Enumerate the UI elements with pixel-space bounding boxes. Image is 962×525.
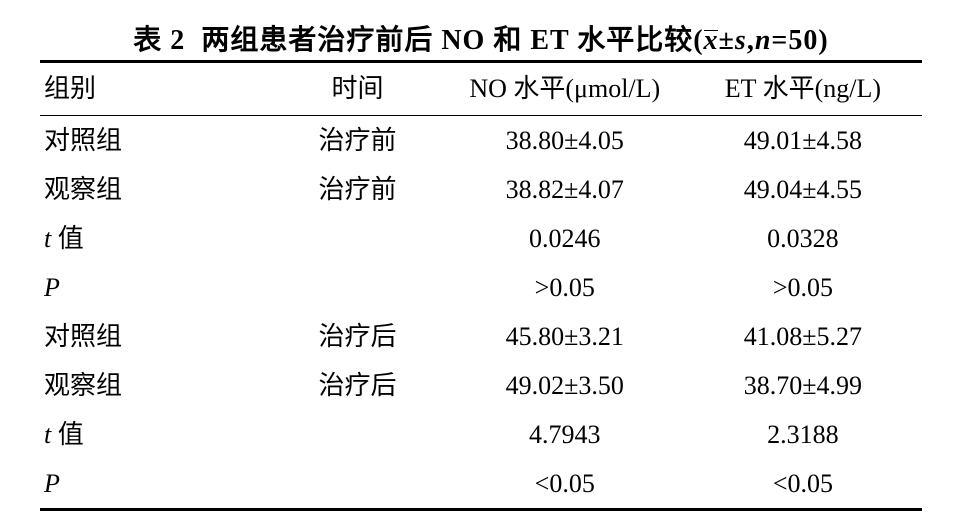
cell-et: 41.08±5.27 [684, 312, 922, 361]
cell-no: <0.05 [446, 459, 684, 510]
col-header-no-cjk: 水平 [513, 74, 565, 103]
group-name: 观察组 [44, 175, 122, 204]
table-body: 对照组治疗前38.80±4.0549.01±4.58观察组治疗前38.82±4.… [40, 116, 922, 510]
cell-no: 0.0246 [446, 214, 684, 263]
no-value: 38.80±4.05 [506, 126, 624, 155]
caption-text-3: 水平比较 [577, 25, 693, 56]
cell-group: 观察组 [40, 165, 269, 214]
col-header-group-label: 组别 [44, 74, 96, 103]
cell-group: t 值 [40, 214, 269, 263]
no-value: >0.05 [535, 273, 595, 302]
col-header-et-unit: (ng/L) [815, 74, 881, 103]
time-value: 治疗前 [319, 175, 397, 204]
table-row: 观察组 治疗后 49.02±3.50 38.70±4.99 [40, 361, 922, 410]
col-header-time-label: 时间 [332, 74, 384, 103]
caption-pm: ± [719, 25, 735, 56]
cell-group: 观察组 [40, 361, 269, 410]
time-value: 治疗后 [319, 371, 397, 400]
cell-time [269, 263, 445, 312]
group-name: 对照组 [44, 322, 122, 351]
cell-group: P [40, 459, 269, 510]
et-value: 2.3188 [767, 420, 839, 449]
table-row: P >0.05 >0.05 [40, 263, 922, 312]
group-stat-suffix: 值 [51, 420, 84, 449]
et-value: >0.05 [773, 273, 833, 302]
no-value: 0.0246 [529, 224, 601, 253]
cell-time: 治疗前 [269, 165, 445, 214]
et-value: 49.04±4.55 [744, 175, 862, 204]
cell-no: 49.02±3.50 [446, 361, 684, 410]
table-row: 观察组 治疗前 38.82±4.07 49.04±4.55 [40, 165, 922, 214]
cell-time: 治疗后 [269, 361, 445, 410]
caption-eq: =50 [771, 25, 818, 56]
cell-et: 49.01±4.58 [684, 116, 922, 166]
caption-stats-close: ) [818, 25, 828, 56]
col-header-no-latin: NO [469, 74, 513, 103]
cell-group: P [40, 263, 269, 312]
cell-time: 治疗前 [269, 116, 445, 166]
table-header-row: 组别 时间 NO 水平(μmol/L) ET 水平(ng/L) [40, 62, 922, 116]
cell-et: 2.3188 [684, 410, 922, 459]
col-header-et: ET 水平(ng/L) [684, 62, 922, 116]
et-value: 38.70±4.99 [744, 371, 862, 400]
no-value: 4.7943 [529, 420, 601, 449]
cell-no: 45.80±3.21 [446, 312, 684, 361]
cell-time [269, 459, 445, 510]
caption-table-label: 表 2 [133, 25, 185, 56]
group-name: 观察组 [44, 371, 122, 400]
group-stat-symbol: P [44, 469, 60, 498]
no-value: 45.80±3.21 [506, 322, 624, 351]
cell-et: <0.05 [684, 459, 922, 510]
col-header-group: 组别 [40, 62, 269, 116]
cell-time: 治疗后 [269, 312, 445, 361]
caption-n: n [755, 25, 772, 56]
cell-time [269, 410, 445, 459]
cell-no: >0.05 [446, 263, 684, 312]
et-value: 0.0328 [767, 224, 839, 253]
caption-text-2: 和 [493, 25, 522, 56]
cell-no: 38.82±4.07 [446, 165, 684, 214]
cell-et: 0.0328 [684, 214, 922, 263]
cell-et: 38.70±4.99 [684, 361, 922, 410]
cell-et: >0.05 [684, 263, 922, 312]
col-header-et-cjk: 水平 [763, 74, 815, 103]
time-value: 治疗前 [319, 126, 397, 155]
et-value: 41.08±5.27 [744, 322, 862, 351]
caption-latin-2: ET [522, 25, 577, 56]
no-value: 49.02±3.50 [506, 371, 624, 400]
caption-latin-1: NO [433, 25, 493, 56]
group-name: 对照组 [44, 126, 122, 155]
no-value: 38.82±4.07 [506, 175, 624, 204]
table-row: P <0.05 <0.05 [40, 459, 922, 510]
group-stat-symbol: P [44, 273, 60, 302]
group-stat-suffix: 值 [51, 224, 84, 253]
table-row: t 值 4.7943 2.3188 [40, 410, 922, 459]
col-header-time: 时间 [269, 62, 445, 116]
et-value: 49.01±4.58 [744, 126, 862, 155]
caption-s: s [735, 25, 747, 56]
time-value: 治疗后 [319, 322, 397, 351]
caption-text-1: 两组患者治疗前后 [201, 25, 433, 56]
comparison-table: 组别 时间 NO 水平(μmol/L) ET 水平(ng/L) 对照组治疗前38… [40, 60, 922, 511]
no-value: <0.05 [535, 469, 595, 498]
table-row: 对照组 治疗前 38.80±4.05 49.01±4.58 [40, 116, 922, 166]
page-root: 表 2 两组患者治疗前后 NO 和 ET 水平比较(x±s,n=50) 组别 时… [0, 0, 962, 525]
col-header-et-latin: ET [725, 74, 763, 103]
cell-group: t 值 [40, 410, 269, 459]
cell-group: 对照组 [40, 116, 269, 166]
col-header-no-unit: (μmol/L) [565, 74, 660, 103]
caption-comma: , [747, 25, 755, 56]
table-row: t 值 0.0246 0.0328 [40, 214, 922, 263]
caption-xbar: x [704, 25, 719, 57]
cell-no: 4.7943 [446, 410, 684, 459]
cell-no: 38.80±4.05 [446, 116, 684, 166]
table-row: 对照组 治疗后 45.80±3.21 41.08±5.27 [40, 312, 922, 361]
col-header-no: NO 水平(μmol/L) [446, 62, 684, 116]
cell-et: 49.04±4.55 [684, 165, 922, 214]
cell-group: 对照组 [40, 312, 269, 361]
caption-stats-open: ( [693, 25, 703, 56]
table-caption: 表 2 两组患者治疗前后 NO 和 ET 水平比较(x±s,n=50) [40, 18, 922, 58]
et-value: <0.05 [773, 469, 833, 498]
cell-time [269, 214, 445, 263]
